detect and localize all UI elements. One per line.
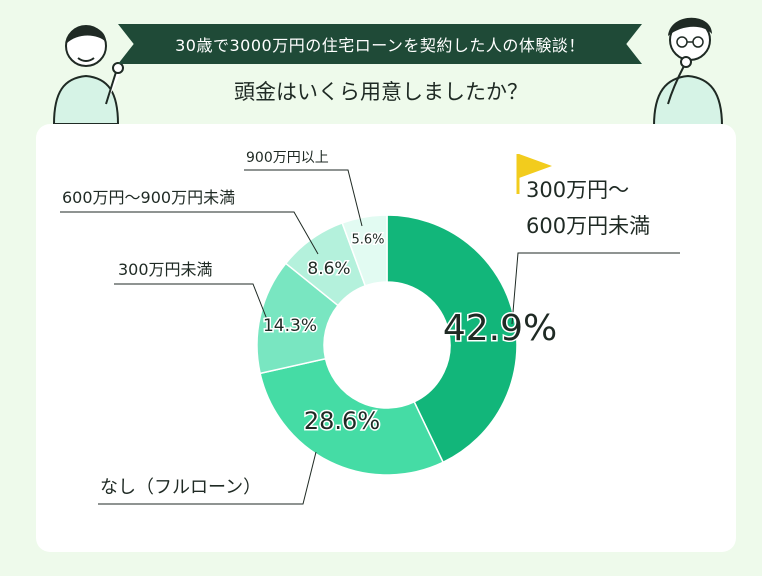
leader-line-2 — [114, 283, 269, 323]
data-label-0: 42.9% — [443, 308, 557, 349]
data-label-2: 14.3% — [263, 316, 317, 336]
question-heading: 頭金はいくら用意しましたか？ — [234, 80, 528, 104]
donut-slice-1 — [259, 357, 445, 476]
category-label-1-0: なし（フルローン） — [100, 477, 261, 498]
data-label-1: 28.6% — [304, 407, 380, 435]
flag-icon — [519, 154, 552, 178]
leader-line-0 — [511, 252, 680, 325]
page-title: 30歳で3000万円の住宅ローンを契約した人の体験談！ — [175, 36, 585, 55]
donut-slice-4 — [341, 214, 388, 287]
title-banner: 30歳で3000万円の住宅ローンを契約した人の体験談！ — [118, 24, 642, 64]
category-label-3-0: 600万円〜900万円未満 — [62, 188, 235, 207]
donut-slice-0 — [386, 214, 518, 464]
category-label-2-0: 300万円未満 — [118, 260, 213, 279]
leader-line-1 — [98, 451, 317, 505]
man-illustration — [652, 17, 724, 126]
data-label-4: 5.6% — [351, 233, 384, 248]
category-label-0-1: 600万円未満 — [526, 214, 650, 238]
category-label-0-0: 300万円〜 — [526, 178, 629, 202]
data-label-3: 8.6% — [307, 259, 350, 279]
leader-line-3 — [60, 211, 319, 255]
category-label-4-0: 900万円以上 — [246, 150, 329, 166]
woman-illustration — [52, 25, 124, 124]
leader-line-4 — [244, 169, 363, 227]
chart-card — [36, 124, 736, 552]
